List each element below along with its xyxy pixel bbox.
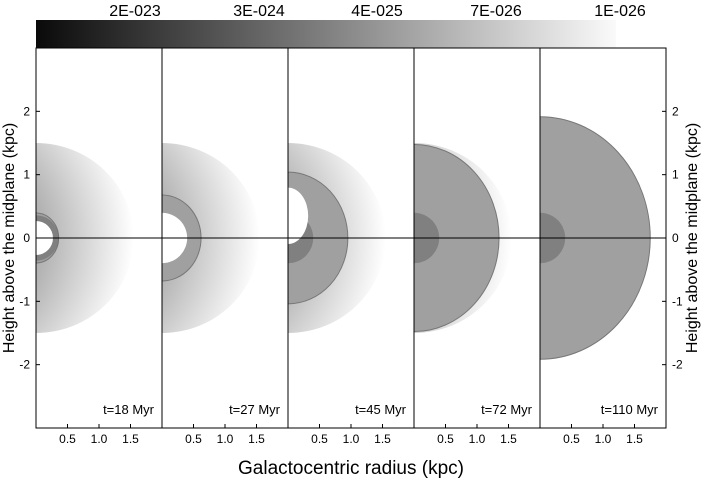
panel: t=45 Myr 0.5 1.0 1.5 xyxy=(287,48,414,446)
y-tick-label-right: 1 xyxy=(672,168,679,182)
x-axis-label: Galactocentric radius (kpc) xyxy=(238,458,464,479)
colorbar-gradient xyxy=(36,20,616,48)
x-tick-label: 0.5 xyxy=(437,432,454,446)
colorbar: 2E-023 3E-024 4E-025 7E-026 1E-026 xyxy=(36,3,646,48)
y-axis: 2 2 1 1 0 0 -1 -1 -2 -2 xyxy=(19,104,683,371)
x-tick-label: 1.0 xyxy=(217,432,234,446)
panel-time-label: t=45 Myr xyxy=(355,402,407,417)
y-tick-label-right: -1 xyxy=(672,294,683,308)
y-tick-label: -1 xyxy=(19,294,30,308)
colorbar-tick-label: 1E-026 xyxy=(594,3,646,20)
x-tick-label: 1.5 xyxy=(374,432,391,446)
colorbar-tick-label: 2E-023 xyxy=(109,3,161,20)
y-tick-label: -2 xyxy=(19,358,30,372)
y-tick-label: 1 xyxy=(23,168,30,182)
y-axis-label-left: Height above the midplane (kpc) xyxy=(1,123,18,353)
panel: t=72 Myr 0.5 1.0 1.5 xyxy=(413,48,540,446)
x-tick-label: 1.5 xyxy=(248,432,265,446)
panel-time-label: t=110 Myr xyxy=(601,402,659,417)
x-tick-label: 1.5 xyxy=(122,432,139,446)
colorbar-tick-label: 3E-024 xyxy=(233,3,285,20)
panel: t=27 Myr 0.5 1.0 1.5 xyxy=(161,48,288,446)
y-tick-label-right: 0 xyxy=(672,231,679,245)
panel-time-label: t=72 Myr xyxy=(481,402,533,417)
panel: t=110 Myr 0.5 1.0 1.5 xyxy=(539,48,666,446)
y-tick-label-right: -2 xyxy=(672,358,683,372)
y-axis-label-right: Height above the midplane (kpc) xyxy=(684,123,701,353)
x-tick-label: 1.5 xyxy=(500,432,517,446)
y-tick-label-right: 2 xyxy=(672,104,679,118)
colorbar-tick-label: 7E-026 xyxy=(470,3,522,20)
x-tick-label: 1.0 xyxy=(91,432,108,446)
colorbar-tick-label: 4E-025 xyxy=(351,3,403,20)
y-tick-label: 2 xyxy=(23,104,30,118)
x-tick-label: 1.0 xyxy=(595,432,612,446)
panel-time-label: t=18 Myr xyxy=(103,402,155,417)
y-tick-label: 0 xyxy=(23,231,30,245)
panel-time-label: t=27 Myr xyxy=(229,402,281,417)
x-tick-label: 0.5 xyxy=(59,432,76,446)
hot-cavity xyxy=(288,187,309,245)
x-tick-label: 1.0 xyxy=(469,432,486,446)
x-tick-label: 0.5 xyxy=(311,432,328,446)
panel: t=18 Myr 0.5 1.0 1.5 xyxy=(36,143,162,446)
x-tick-label: 0.5 xyxy=(563,432,580,446)
x-tick-label: 0.5 xyxy=(185,432,202,446)
x-tick-label: 1.5 xyxy=(626,432,643,446)
x-tick-label: 1.0 xyxy=(343,432,360,446)
